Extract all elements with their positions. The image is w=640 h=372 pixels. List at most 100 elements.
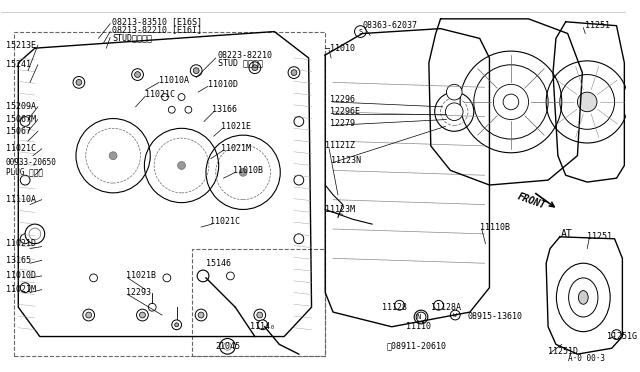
Circle shape — [355, 26, 366, 38]
Circle shape — [198, 312, 204, 318]
Text: 08213-82210 [E16I]: 08213-82210 [E16I] — [112, 25, 202, 34]
Text: 12293: 12293 — [126, 288, 151, 297]
Text: 15213E: 15213E — [6, 41, 36, 50]
Circle shape — [20, 116, 30, 126]
Circle shape — [252, 65, 258, 71]
Circle shape — [257, 312, 262, 318]
Text: 15146: 15146 — [206, 259, 231, 268]
Text: 12279: 12279 — [330, 119, 355, 128]
Text: 15067: 15067 — [6, 127, 31, 136]
Text: 08213-83510 [E16S]: 08213-83510 [E16S] — [112, 17, 202, 26]
Circle shape — [258, 320, 268, 330]
Circle shape — [612, 330, 621, 340]
Circle shape — [445, 103, 463, 121]
Text: 11123M: 11123M — [325, 205, 355, 214]
Text: 11021B: 11021B — [126, 272, 156, 280]
Circle shape — [434, 300, 444, 310]
Circle shape — [73, 77, 84, 88]
Circle shape — [193, 68, 199, 74]
Circle shape — [503, 94, 519, 110]
Circle shape — [294, 116, 304, 126]
Text: 15209A: 15209A — [6, 102, 36, 111]
Circle shape — [451, 310, 460, 320]
Text: STUD スタッド: STUD スタッド — [218, 58, 262, 67]
Circle shape — [175, 323, 179, 327]
Text: 11251: 11251 — [585, 21, 611, 30]
Circle shape — [134, 72, 140, 77]
Circle shape — [291, 70, 297, 76]
Text: 21045: 21045 — [216, 342, 241, 351]
Circle shape — [185, 106, 192, 113]
Circle shape — [227, 272, 234, 280]
Circle shape — [294, 234, 304, 244]
Circle shape — [140, 312, 145, 318]
Circle shape — [136, 309, 148, 321]
Text: 11110A: 11110A — [6, 195, 36, 204]
Text: 15067M: 15067M — [6, 115, 36, 124]
Circle shape — [195, 309, 207, 321]
Circle shape — [20, 175, 30, 185]
Circle shape — [220, 339, 236, 354]
Text: STUDスタッド: STUDスタッド — [112, 33, 152, 42]
Text: 15241: 15241 — [6, 60, 31, 69]
Text: 11251: 11251 — [588, 232, 612, 241]
Circle shape — [395, 300, 404, 310]
Text: 11021E: 11021E — [221, 122, 251, 131]
Text: 11251G: 11251G — [607, 332, 637, 341]
Circle shape — [163, 274, 171, 282]
Text: 11123N: 11123N — [331, 156, 361, 165]
Circle shape — [577, 92, 597, 112]
Text: N: N — [417, 314, 421, 320]
Circle shape — [197, 270, 209, 282]
Text: 11010B: 11010B — [234, 166, 263, 175]
Text: 11021C: 11021C — [210, 217, 240, 226]
Circle shape — [86, 312, 92, 318]
Text: 11121Z: 11121Z — [325, 141, 355, 150]
Circle shape — [249, 62, 260, 74]
Circle shape — [83, 309, 95, 321]
Circle shape — [178, 161, 186, 169]
Circle shape — [190, 65, 202, 77]
Text: 13165: 13165 — [6, 256, 31, 265]
Text: 13166: 13166 — [212, 105, 237, 114]
Circle shape — [447, 84, 462, 100]
Text: A·0 00·3: A·0 00·3 — [568, 353, 605, 363]
Circle shape — [172, 320, 182, 330]
Circle shape — [414, 310, 428, 324]
Text: 12296: 12296 — [330, 96, 355, 105]
Text: 11021M: 11021M — [6, 285, 36, 294]
Text: —11010: —11010 — [325, 44, 355, 53]
Circle shape — [168, 106, 175, 113]
Text: 11251D: 11251D — [548, 347, 578, 356]
Text: 1114₀: 1114₀ — [250, 322, 275, 331]
Text: 08363-62037: 08363-62037 — [362, 21, 417, 30]
Circle shape — [76, 80, 82, 85]
Circle shape — [288, 67, 300, 78]
Circle shape — [109, 152, 117, 160]
Circle shape — [239, 169, 247, 176]
Text: 11010A: 11010A — [159, 76, 189, 85]
Text: 12296E: 12296E — [330, 107, 360, 116]
Circle shape — [25, 224, 45, 244]
Text: 11021M: 11021M — [221, 144, 251, 153]
Text: 11128: 11128 — [382, 303, 407, 312]
Text: S: S — [358, 29, 362, 35]
Text: 11128A: 11128A — [431, 303, 461, 312]
Text: 11021C: 11021C — [6, 144, 36, 153]
Text: 08915-13610: 08915-13610 — [468, 312, 523, 321]
Circle shape — [161, 94, 168, 100]
Circle shape — [254, 309, 266, 321]
Text: 11010D: 11010D — [208, 80, 238, 89]
Circle shape — [148, 303, 156, 311]
Circle shape — [416, 312, 426, 322]
Text: 08223-82210: 08223-82210 — [218, 51, 273, 60]
Circle shape — [132, 69, 143, 80]
Circle shape — [20, 234, 30, 244]
Text: W: W — [453, 312, 457, 318]
Text: 11110B: 11110B — [479, 222, 509, 231]
Text: 11010D: 11010D — [6, 272, 36, 280]
Text: 00933-20650: 00933-20650 — [6, 158, 56, 167]
Text: 11110: 11110 — [406, 322, 431, 331]
Circle shape — [294, 175, 304, 185]
Circle shape — [90, 274, 97, 282]
